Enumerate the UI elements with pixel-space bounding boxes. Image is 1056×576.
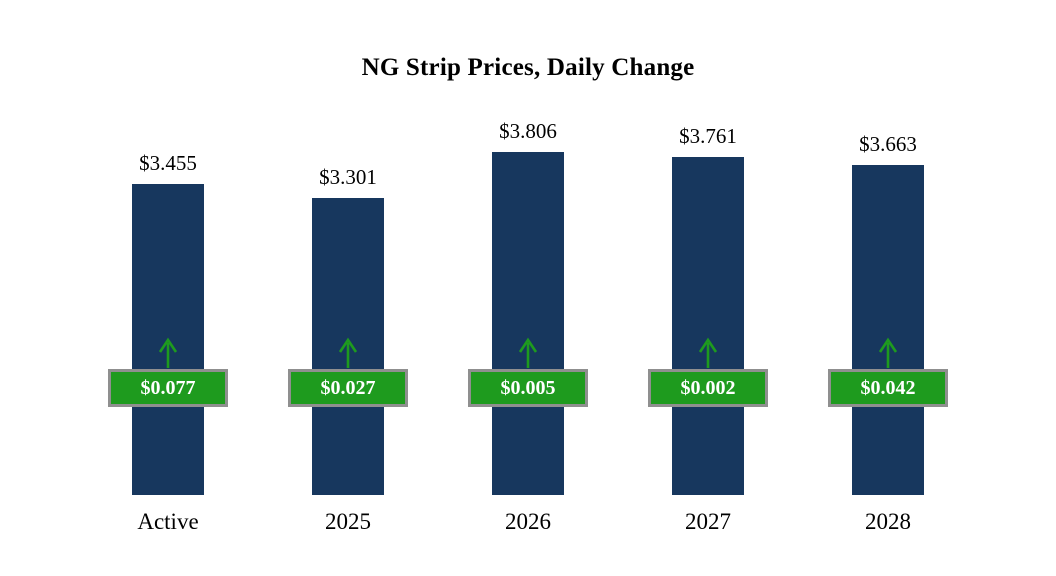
price-label: $3.806 bbox=[499, 119, 557, 143]
bar-group-active: $3.455 $0.077 Active bbox=[108, 75, 228, 534]
category-label: 2027 bbox=[685, 509, 731, 534]
category-label: 2028 bbox=[865, 509, 911, 534]
category-label: Active bbox=[137, 509, 199, 534]
daily-change-badge: $0.027 bbox=[288, 369, 408, 407]
category-label: 2025 bbox=[325, 509, 371, 534]
bar-group-2027: $3.761 $0.002 2027 bbox=[648, 75, 768, 534]
price-label: $3.455 bbox=[139, 151, 197, 175]
daily-change-badge: $0.005 bbox=[468, 369, 588, 407]
price-label: $3.761 bbox=[679, 124, 737, 148]
bar-group-2026: $3.806 $0.005 2026 bbox=[468, 75, 588, 534]
bar-group-2025: $3.301 $0.027 2025 bbox=[288, 75, 408, 534]
daily-change-badge: $0.002 bbox=[648, 369, 768, 407]
up-arrow-icon bbox=[515, 337, 541, 369]
price-label: $3.663 bbox=[859, 132, 917, 156]
up-arrow-icon bbox=[155, 337, 181, 369]
up-arrow-icon bbox=[695, 337, 721, 369]
bar-group-2028: $3.663 $0.042 2028 bbox=[828, 75, 948, 534]
up-arrow-icon bbox=[335, 337, 361, 369]
bar bbox=[852, 165, 924, 495]
daily-change-badge: $0.077 bbox=[108, 369, 228, 407]
category-label: 2026 bbox=[505, 509, 551, 534]
bar bbox=[672, 157, 744, 495]
daily-change-badge: $0.042 bbox=[828, 369, 948, 407]
up-arrow-icon bbox=[875, 337, 901, 369]
price-label: $3.301 bbox=[319, 165, 377, 189]
chart-title: NG Strip Prices, Daily Change bbox=[361, 54, 695, 81]
bar bbox=[492, 152, 564, 495]
